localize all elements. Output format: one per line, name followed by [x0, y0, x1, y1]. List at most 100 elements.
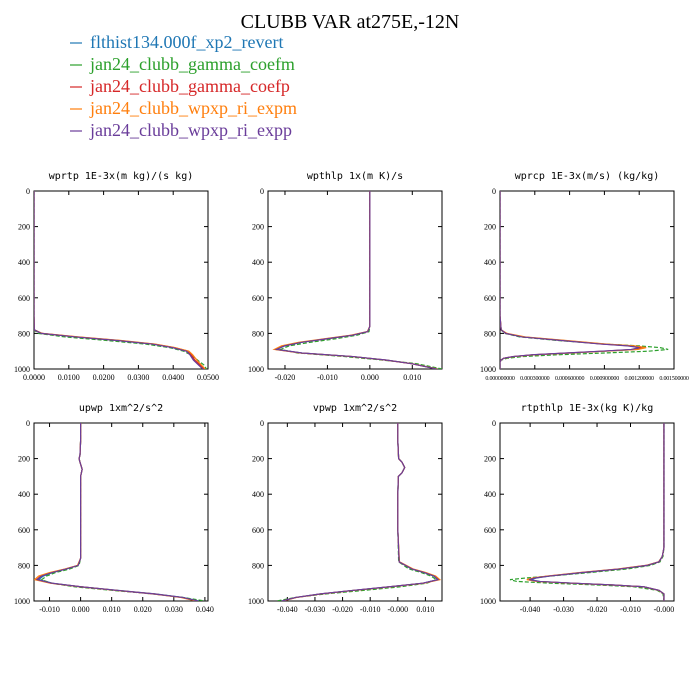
y-tick-label: 200	[18, 223, 30, 232]
y-tick-label: 400	[484, 258, 496, 267]
x-tick-label: -0.020	[332, 605, 353, 614]
y-tick-label: 600	[252, 526, 264, 535]
x-tick-label: 0.000	[72, 605, 90, 614]
y-tick-label: 600	[484, 526, 496, 535]
legend-label: jan24_clubb_wpxp_ri_expm	[89, 98, 297, 118]
x-tick-label: 0.0300	[127, 373, 149, 382]
legend-entry: jan24_clubb_gamma_coefp	[70, 76, 290, 96]
y-tick-label: 1000	[480, 365, 496, 374]
series-line-5	[35, 423, 199, 601]
y-tick-label: 400	[18, 258, 30, 267]
panel-title: upwp 1xm^2/s^2	[79, 403, 163, 414]
x-tick-label: 0.001200000	[625, 376, 655, 382]
y-tick-label: 0	[26, 419, 30, 428]
panel-1: wprtp 1E-3x(m kg)/(s kg) 0 200 400 600 800 100…	[14, 171, 219, 382]
x-tick-label: -0.010	[360, 605, 381, 614]
plot-frame	[499, 422, 675, 602]
x-tick-label: 0.010	[103, 605, 121, 614]
x-tick-label: 0.000600000	[555, 376, 585, 382]
series-line-2	[509, 423, 665, 601]
plot-frame	[33, 422, 209, 602]
y-tick-label: 800	[252, 329, 264, 338]
y-tick-label: 200	[18, 455, 30, 464]
panel-3: wprcp 1E-3x(m/s) (kg/kg) 0 200 400 600 800 100…	[480, 171, 689, 382]
series-line-4	[34, 191, 206, 369]
y-tick-label: 600	[484, 294, 496, 303]
x-tick-label: 0.010	[416, 605, 434, 614]
series-line-3	[282, 423, 440, 601]
x-tick-label: -0.020	[587, 605, 608, 614]
series-line-2	[276, 423, 438, 601]
y-tick-label: 400	[18, 490, 30, 499]
y-tick-label: 800	[484, 329, 496, 338]
series-line-5	[500, 191, 640, 369]
x-tick-label: -0.000	[654, 605, 675, 614]
x-tick-label: 0.010	[403, 373, 421, 382]
panel-4: upwp 1xm^2/s^2 0 200 400 600 800 1000 -0.010 0.0…	[14, 403, 214, 614]
y-tick-label: 200	[252, 223, 264, 232]
y-tick-label: 0	[492, 419, 496, 428]
x-tick-label: -0.030	[305, 605, 326, 614]
panel-title: wprcp 1E-3x(m/s) (kg/kg)	[515, 171, 660, 182]
y-tick-label: 1000	[14, 365, 30, 374]
y-tick-label: 1000	[14, 597, 30, 606]
series-line-4	[282, 423, 442, 601]
x-tick-label: 0.0200	[93, 373, 115, 382]
series-line-5	[281, 423, 440, 601]
series-line-5	[34, 191, 204, 369]
panel-5: vpwp 1xm^2/s^2 0 200 400 600 800 1000 -0.040 -0.…	[248, 403, 443, 614]
figure-title: CLUBB VAR at275E,-12N	[241, 11, 460, 33]
series-line-1	[281, 423, 440, 601]
series-line-3	[35, 423, 198, 601]
x-tick-label: 0.000300000	[520, 376, 550, 382]
x-tick-label: 0.0500	[197, 373, 219, 382]
legend-label: jan24_clubb_gamma_coefm	[89, 54, 295, 74]
x-tick-label: -0.010	[620, 605, 641, 614]
x-tick-label: -0.000	[387, 605, 408, 614]
y-tick-label: 1000	[248, 365, 264, 374]
series-line-1	[34, 191, 205, 369]
x-tick-label: 0.0100	[58, 373, 80, 382]
plot-frame	[267, 190, 443, 370]
x-tick-label: 0.000900000	[590, 376, 620, 382]
y-tick-label: 400	[252, 490, 264, 499]
series-line-4	[500, 191, 647, 369]
y-tick-label: 1000	[248, 597, 264, 606]
series-line-1	[529, 423, 665, 601]
legend-entry: jan24_clubb_wpxp_ri_expm	[70, 98, 297, 118]
x-tick-label: 0.030	[165, 605, 183, 614]
series-line-3	[527, 423, 665, 601]
series-line-4	[34, 423, 197, 601]
y-tick-label: 0	[260, 419, 264, 428]
series-line-3	[34, 191, 205, 369]
y-tick-label: 800	[252, 561, 264, 570]
legend-entry: jan24_clubb_gamma_coefm	[70, 54, 295, 74]
x-tick-label: -0.010	[39, 605, 60, 614]
panel-title: wprtp 1E-3x(m kg)/(s kg)	[49, 171, 194, 182]
y-tick-label: 200	[484, 455, 496, 464]
series-line-1	[37, 423, 199, 601]
plot-frame	[33, 190, 209, 370]
x-tick-label: -0.020	[275, 373, 296, 382]
legend-entry: jan24_clubb_wpxp_ri_expp	[70, 120, 292, 140]
y-tick-label: 800	[484, 561, 496, 570]
panel-title: rtpthlp 1E-3x(kg K)/kg	[521, 403, 653, 414]
legend-label: flthist134.000f_xp2_revert	[90, 32, 283, 52]
series-line-3	[500, 191, 642, 369]
series-line-2	[40, 423, 205, 601]
panel-2: wpthlp 1x(m K)/s 0 200 400 600 800 1000 -0.020 -…	[248, 171, 443, 382]
y-tick-label: 1000	[480, 597, 496, 606]
panel-6: rtpthlp 1E-3x(kg K)/kg 0 200 400 600 800 1000 -…	[480, 403, 675, 614]
legend-label: jan24_clubb_wpxp_ri_expp	[89, 120, 292, 140]
plot-frame	[267, 422, 443, 602]
y-tick-label: 200	[484, 223, 496, 232]
x-tick-label: 0.000	[361, 373, 379, 382]
x-tick-label: -0.040	[277, 605, 298, 614]
panels-grid: wprtp 1E-3x(m kg)/(s kg) 0 200 400 600 800 100…	[14, 171, 689, 614]
panel-title: vpwp 1xm^2/s^2	[313, 403, 397, 414]
series-line-1	[500, 191, 646, 369]
y-tick-label: 0	[26, 187, 30, 196]
series-line-2	[34, 191, 207, 369]
series-line-4	[526, 423, 665, 601]
